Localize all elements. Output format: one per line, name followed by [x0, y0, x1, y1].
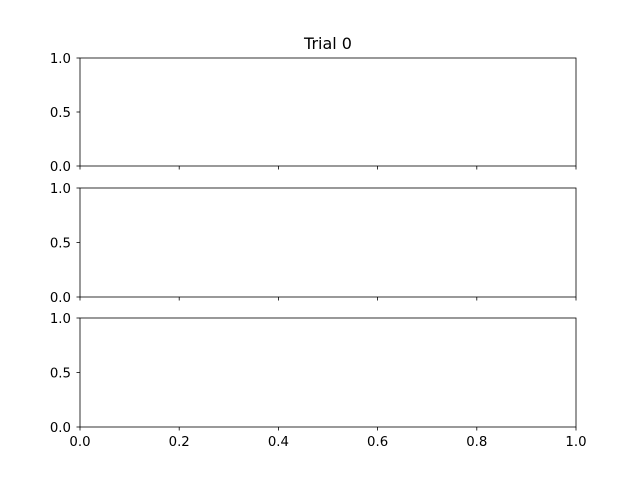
axes-1: 0.0 0.5 1.0	[50, 52, 577, 175]
y-tick-label: 0.5	[50, 237, 71, 252]
x-tick-label: 0.2	[169, 435, 190, 450]
y-tick-label: 0.0	[50, 160, 71, 175]
y-tick-label: 1.0	[50, 52, 71, 67]
y-tick-label: 1.0	[50, 182, 71, 197]
x-tick-label: 1.0	[565, 435, 586, 450]
x-tick-label: 0.4	[268, 435, 289, 450]
axes-frame	[79, 57, 577, 167]
chart-title: Trial 0	[303, 34, 352, 53]
y-tick-label: 0.0	[50, 291, 71, 306]
y-tick-label: 0.5	[50, 367, 71, 382]
axes-layer: 0.00.51.00.00.51.00.00.51.00.0 0.2 0.4 0.6 0…	[50, 52, 587, 450]
x-tick-label: 0.0	[69, 435, 90, 450]
x-tick-label: 0.8	[466, 435, 487, 450]
axes-frame	[79, 317, 577, 428]
x-tick-label: 0.6	[367, 435, 388, 450]
axes-frame	[79, 187, 577, 298]
axes-2: 0.0 0.5 1.0	[50, 182, 577, 306]
axes-3: 0.0 0.5 1.0 0.0 0.2 0.4 0.6 0.8 1.0	[50, 312, 587, 450]
y-tick-label: 0.5	[50, 106, 71, 121]
y-tick-label: 1.0	[50, 312, 71, 327]
y-tick-label: 0.0	[50, 421, 71, 436]
